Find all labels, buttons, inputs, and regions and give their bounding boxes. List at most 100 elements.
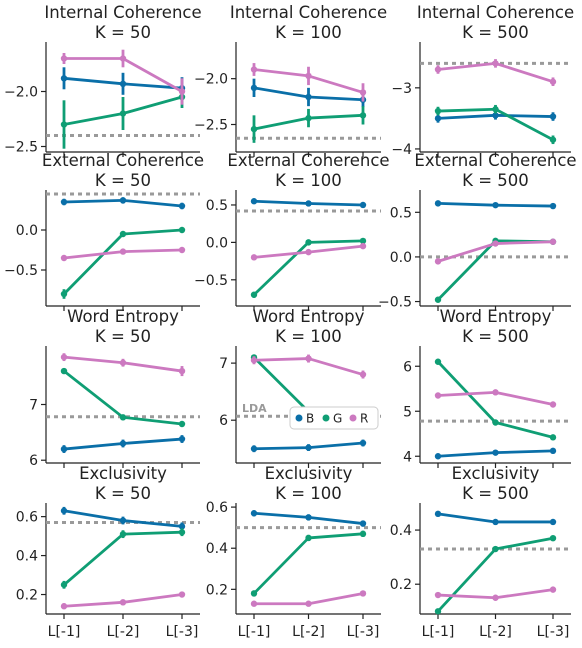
data-point	[178, 435, 186, 443]
legend-marker-B	[295, 414, 303, 422]
data-point	[492, 201, 499, 209]
data-point	[492, 389, 499, 396]
data-point	[305, 93, 312, 101]
data-point	[434, 258, 442, 265]
panel-subtitle: K = 500	[462, 23, 529, 42]
data-point	[359, 520, 367, 527]
legend-label-R: R	[360, 412, 368, 426]
data-point	[250, 198, 258, 205]
data-point	[434, 392, 442, 399]
data-point	[60, 367, 68, 375]
y-tick-label: 6	[219, 413, 228, 429]
data-point	[549, 586, 557, 593]
y-tick-label: 0.4	[16, 549, 38, 565]
data-point	[250, 590, 258, 597]
data-point	[434, 358, 442, 365]
legend-label-G: G	[333, 412, 342, 426]
data-point	[359, 371, 367, 378]
data-point	[119, 517, 127, 524]
data-point	[549, 401, 557, 408]
y-tick-label: 0.2	[206, 582, 228, 598]
data-point	[434, 66, 442, 73]
y-tick-label: −2.5	[194, 118, 228, 134]
data-point	[60, 445, 68, 453]
data-point	[492, 106, 499, 113]
panel-subtitle: K = 50	[95, 484, 151, 503]
y-tick-label: −0.5	[378, 295, 412, 311]
y-tick-label: −3	[391, 81, 412, 97]
data-point	[492, 419, 499, 426]
data-point	[359, 439, 367, 447]
panel-title: Internal Coherence	[44, 3, 201, 22]
panel-subtitle: K = 100	[275, 171, 342, 190]
y-tick-label: 0.2	[390, 577, 412, 593]
y-tick-label: −2.0	[4, 85, 38, 101]
data-point	[250, 66, 258, 73]
data-point	[60, 290, 68, 298]
data-point	[119, 110, 127, 117]
panel-title: Word Entropy	[253, 307, 365, 326]
y-tick-label: −4	[391, 142, 412, 158]
data-point	[434, 296, 442, 303]
data-point	[178, 202, 186, 210]
y-tick-label: 7	[29, 398, 38, 414]
y-tick-label: 0.0	[16, 223, 38, 239]
data-point	[359, 530, 367, 538]
panel-subtitle: K = 100	[275, 327, 342, 346]
data-point	[305, 514, 312, 521]
x-tick-label: L[-3]	[166, 624, 199, 640]
x-tick-label: L[-2]	[107, 624, 140, 640]
legend-marker-R	[349, 414, 357, 422]
y-tick-label: 0.6	[16, 510, 38, 526]
y-tick-label: 0.6	[206, 500, 228, 516]
data-point	[119, 414, 127, 421]
series-line-G	[63, 228, 183, 295]
data-point	[492, 112, 499, 119]
y-tick-label: −2.5	[4, 140, 38, 156]
panel-subtitle: K = 500	[462, 484, 529, 503]
y-tick-label: −2.0	[194, 72, 228, 88]
data-point	[60, 507, 68, 514]
x-tick-label: L[-1]	[48, 624, 81, 640]
legend-box	[289, 406, 379, 430]
panel-title: Exclusivity	[79, 464, 167, 483]
panel-title: External Coherence	[414, 151, 576, 170]
legend-label-B: B	[306, 412, 314, 426]
data-point	[305, 114, 312, 122]
data-point	[359, 242, 367, 250]
data-point	[434, 107, 442, 115]
data-point	[549, 434, 557, 441]
y-tick-label: −0.5	[4, 263, 38, 279]
data-point	[119, 55, 127, 62]
data-point	[60, 581, 68, 588]
data-point	[434, 608, 442, 615]
panel-title: External Coherence	[227, 151, 389, 170]
data-point	[119, 599, 127, 606]
data-point	[178, 88, 186, 95]
y-tick-label: 6	[403, 359, 412, 375]
legend-marker-G	[322, 414, 330, 422]
y-tick-label: 5	[403, 404, 412, 420]
data-point	[305, 355, 312, 362]
data-point	[250, 445, 258, 452]
data-point	[119, 359, 127, 366]
data-point	[549, 447, 557, 455]
data-point	[119, 440, 127, 447]
data-point	[60, 353, 68, 361]
data-point	[178, 367, 186, 375]
panel-subtitle: K = 50	[95, 327, 151, 346]
data-point	[178, 226, 186, 234]
data-point	[434, 591, 442, 599]
panel-title: Word Entropy	[67, 307, 179, 326]
y-tick-label: 0.0	[390, 250, 412, 266]
data-point	[305, 239, 312, 246]
data-point	[305, 248, 312, 256]
